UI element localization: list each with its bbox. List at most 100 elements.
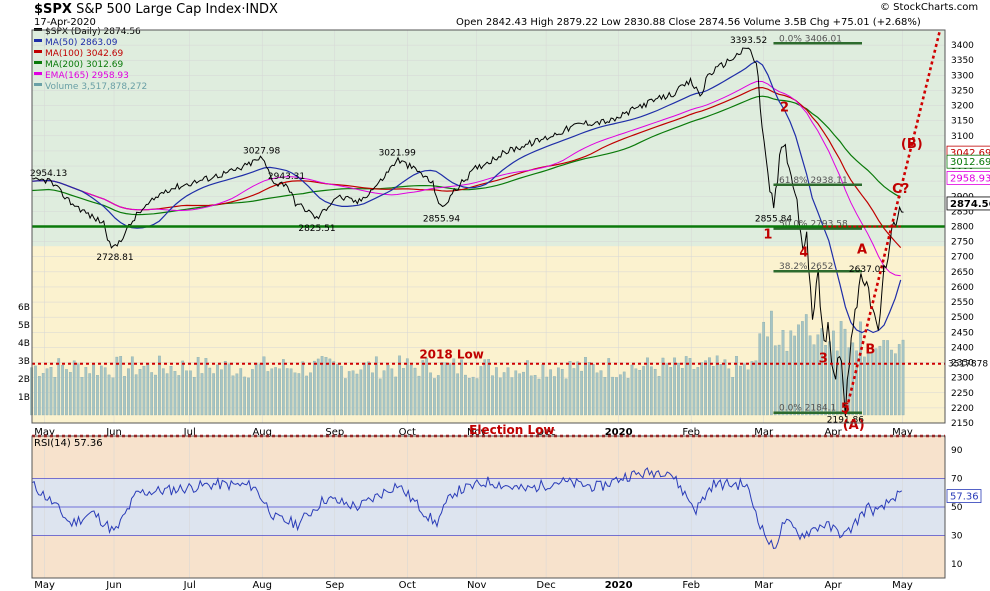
volume-bar xyxy=(80,377,84,416)
legend-swatch xyxy=(34,72,42,75)
volume-bar xyxy=(820,328,824,416)
volume-bar xyxy=(677,362,680,416)
index-name: S&P 500 Large Cap Index xyxy=(76,2,242,17)
volume-bar xyxy=(611,376,614,416)
volume-bar xyxy=(649,366,653,416)
volume-bar xyxy=(715,355,719,416)
price-tick-label: 3100 xyxy=(951,132,974,142)
fibonacci-label: 0.0% 3406.01 xyxy=(779,34,842,44)
volume-tick-label: 3B xyxy=(18,357,30,367)
volume-tick-label: 2B xyxy=(18,375,30,385)
fibonacci-label: 0.0% 2184.1 xyxy=(779,404,836,414)
volume-bar xyxy=(363,362,367,416)
volume-bar xyxy=(239,368,243,416)
x-tick-label: Mar xyxy=(754,427,774,438)
wave-label: 1 xyxy=(763,228,772,243)
x-tick-label: Nov xyxy=(467,427,487,438)
volume-bar xyxy=(518,373,521,416)
volume-bar xyxy=(456,373,460,416)
price-panel-upper-shade xyxy=(32,30,945,247)
volume-bar xyxy=(223,361,227,416)
price-extreme-label: 2637.01 xyxy=(849,265,886,275)
volume-bar xyxy=(785,350,789,416)
price-extreme-label: 2855.94 xyxy=(423,215,460,225)
volume-bar xyxy=(766,336,769,416)
volume-tick-label: 1B xyxy=(18,393,30,403)
volume-bar xyxy=(576,361,580,416)
wave-label: A xyxy=(857,243,867,258)
volume-bar xyxy=(669,367,673,416)
price-tick-label: 2200 xyxy=(951,404,974,414)
legend-entry: $SPX (Daily) 2874.56 xyxy=(45,27,141,37)
volume-bar xyxy=(886,340,889,416)
price-extreme-label: 2191.86 xyxy=(827,415,864,425)
volume-bar xyxy=(863,356,866,416)
volume-bar xyxy=(76,363,80,416)
volume-bar xyxy=(212,373,215,416)
price-tick-label: 2750 xyxy=(951,238,974,248)
volume-bar xyxy=(746,369,750,416)
x-tick-label-rsi: May xyxy=(34,580,55,591)
volume-bar xyxy=(436,375,440,416)
volume-bar xyxy=(642,366,645,416)
volume-bar xyxy=(390,368,394,416)
volume-bar xyxy=(398,355,401,416)
volume-bar xyxy=(371,372,374,416)
volume-bar xyxy=(340,365,343,416)
rsi-value-label: 57.36 xyxy=(950,492,979,503)
volume-bar xyxy=(355,373,359,416)
volume-bar xyxy=(41,373,45,416)
volume-bar xyxy=(444,362,448,416)
volume-bar xyxy=(692,369,696,416)
volume-bar xyxy=(200,373,204,416)
volume-bar xyxy=(433,378,436,416)
volume-bar xyxy=(874,348,878,416)
right-value-box xyxy=(946,171,990,185)
fibonacci-label: 61.8% 2938.11 xyxy=(779,176,848,186)
volume-bar xyxy=(557,367,560,416)
volume-bar xyxy=(386,365,390,416)
volume-bar xyxy=(262,356,266,416)
volume-bar xyxy=(378,378,382,416)
x-tick-label-rsi: Dec xyxy=(536,580,555,591)
volume-bar xyxy=(603,377,607,416)
volume-bar xyxy=(72,360,76,416)
volume-bar xyxy=(529,375,533,416)
volume-bar xyxy=(289,368,293,416)
volume-bar xyxy=(103,367,107,416)
volume-bar xyxy=(367,361,370,416)
price-extreme-label: 3027.98 xyxy=(243,147,280,157)
symbol: $SPX xyxy=(34,2,72,17)
volume-bar xyxy=(673,357,676,416)
volume-bar xyxy=(405,358,409,416)
wave-label: B xyxy=(865,342,875,357)
volume-bar xyxy=(696,367,700,416)
price-extreme-label: 2728.81 xyxy=(96,253,133,263)
volume-bar xyxy=(161,368,165,416)
volume-bar xyxy=(448,363,452,416)
volume-bar xyxy=(309,372,312,416)
volume-bar xyxy=(638,370,642,416)
volume-bar xyxy=(251,369,254,416)
volume-bar xyxy=(812,344,816,416)
x-tick-label-rsi: Jul xyxy=(183,580,196,591)
volume-bar xyxy=(409,365,413,416)
volume-bar xyxy=(452,358,456,416)
volume-bar xyxy=(479,366,483,416)
volume-bar xyxy=(742,363,746,416)
volume-bar xyxy=(665,363,669,416)
volume-bar xyxy=(626,378,630,416)
right-value-label: 2874.56 xyxy=(950,199,990,210)
price-tick-label: 3350 xyxy=(951,56,974,66)
volume-bar xyxy=(711,366,715,416)
volume-tick-label: 4B xyxy=(18,339,30,349)
x-tick-label-rsi: Nov xyxy=(467,580,487,591)
volume-bar xyxy=(859,321,862,416)
volume-bar xyxy=(502,372,506,416)
volume-bar xyxy=(568,361,572,416)
volume-bar xyxy=(855,350,858,416)
volume-bar xyxy=(564,378,568,416)
volume-bar xyxy=(57,358,61,416)
annotation-election-low: Election Low xyxy=(469,423,554,437)
